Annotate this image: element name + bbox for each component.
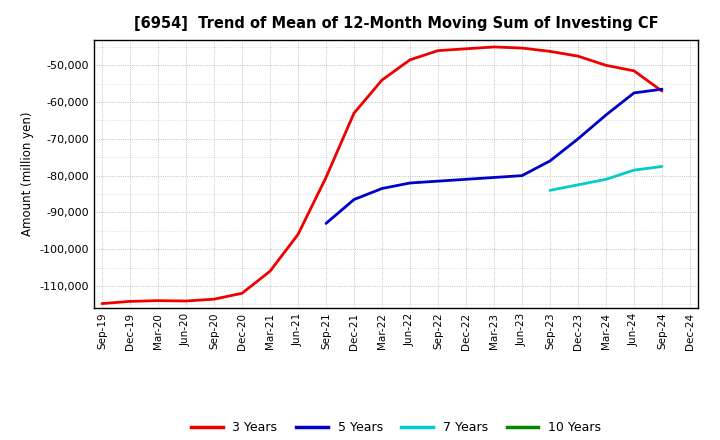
Legend: 3 Years, 5 Years, 7 Years, 10 Years: 3 Years, 5 Years, 7 Years, 10 Years bbox=[186, 416, 606, 439]
Title: [6954]  Trend of Mean of 12-Month Moving Sum of Investing CF: [6954] Trend of Mean of 12-Month Moving … bbox=[134, 16, 658, 32]
Y-axis label: Amount (million yen): Amount (million yen) bbox=[21, 112, 34, 236]
